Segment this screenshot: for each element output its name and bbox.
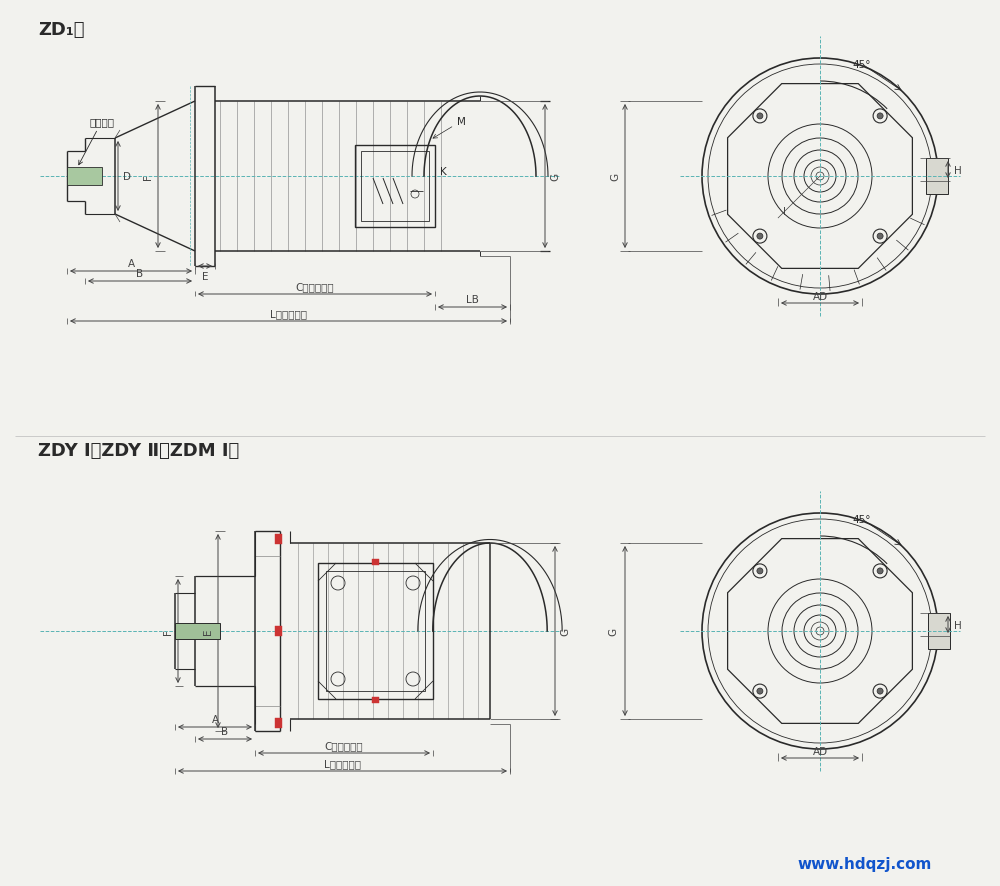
Text: D: D [123,172,131,182]
Text: 45°: 45° [853,515,871,525]
Circle shape [757,234,763,240]
Bar [926,159,948,195]
Bar [372,697,379,703]
Text: G: G [550,173,560,181]
Text: L（工作时）: L（工作时） [324,758,361,768]
Text: LB: LB [466,295,479,305]
Text: B: B [221,727,229,736]
Text: C（工作时）: C（工作时） [325,740,363,750]
Text: 軸伸花鍵: 軸伸花鍵 [79,117,115,166]
Text: L（工作时）: L（工作时） [270,308,307,319]
Text: G: G [608,627,618,635]
Text: G: G [610,173,620,181]
Text: ZD₁型: ZD₁型 [38,21,85,39]
Circle shape [877,688,883,695]
Text: H: H [954,620,962,630]
Circle shape [757,688,763,695]
Text: A: A [211,714,219,724]
Bar [355,146,435,228]
Text: H: H [954,166,962,175]
Text: F: F [163,628,173,634]
Bar [361,152,429,222]
Text: C（工作时）: C（工作时） [296,282,334,291]
Text: F: F [143,174,153,180]
Text: AD: AD [812,291,828,301]
Circle shape [757,568,763,574]
Bar [275,626,282,636]
Bar [275,534,282,544]
Text: B: B [136,268,144,279]
Bar [928,613,950,649]
Text: K: K [440,167,446,177]
Text: 45°: 45° [853,60,871,70]
Text: G: G [560,627,570,635]
Bar [372,559,379,565]
Text: www.hdqzj.com: www.hdqzj.com [798,857,932,872]
Circle shape [877,113,883,120]
Bar [318,563,433,699]
Text: M: M [433,117,466,139]
Text: A: A [127,259,135,268]
Text: E: E [203,628,213,634]
Text: ZDY Ⅰ、ZDY Ⅱ、ZDM Ⅰ型: ZDY Ⅰ、ZDY Ⅱ、ZDM Ⅰ型 [38,441,239,460]
Circle shape [877,568,883,574]
Bar [326,571,425,691]
Circle shape [877,234,883,240]
Text: E: E [202,272,208,282]
Circle shape [757,113,763,120]
Bar [67,167,102,186]
Bar [275,719,282,728]
Text: AD: AD [812,746,828,756]
Text: I: I [783,206,786,217]
Bar [175,623,220,640]
